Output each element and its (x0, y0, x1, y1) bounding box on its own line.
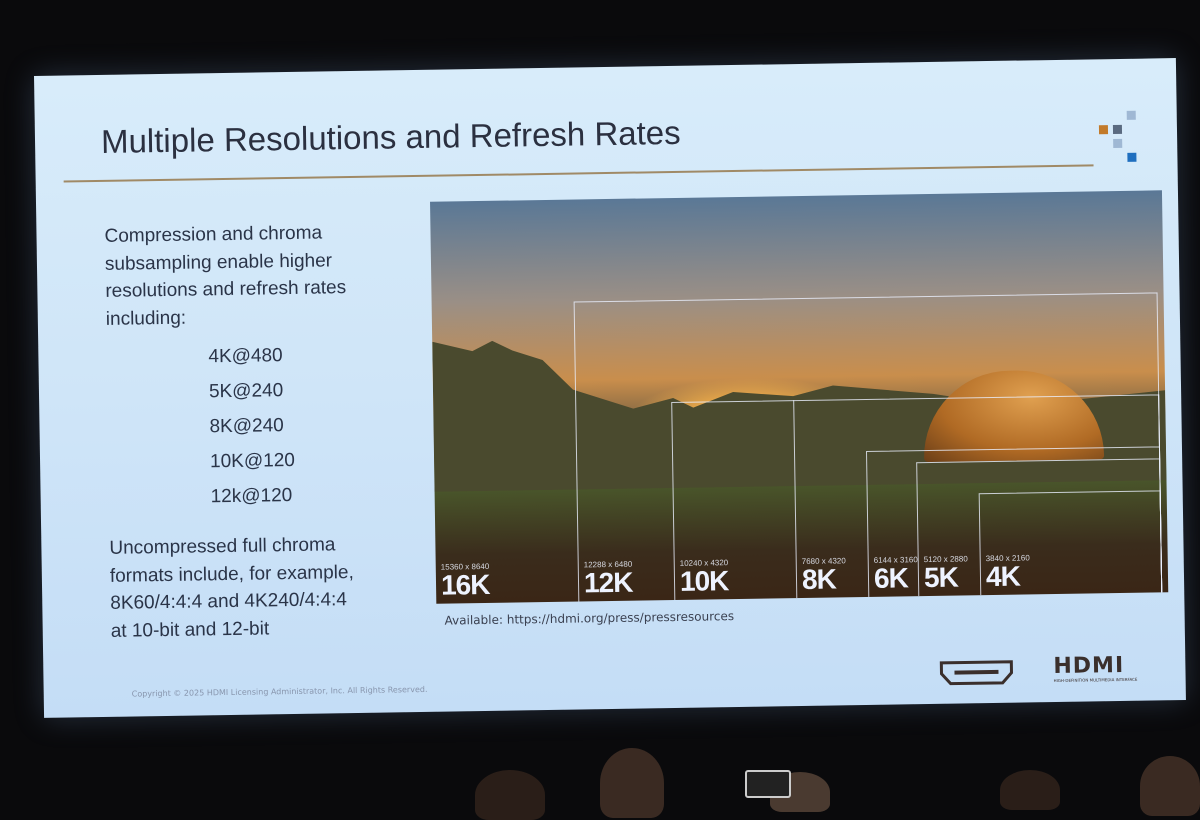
text-line: including: (105, 307, 187, 330)
text-line: Uncompressed full chroma (109, 534, 336, 559)
text-line: subsampling enable higher (104, 249, 333, 275)
rate-item: 8K@240 (209, 415, 284, 438)
rates-list: 4K@480 5K@240 8K@240 10K@120 12k@120 (208, 338, 296, 514)
rate-item: 4K@480 (208, 345, 283, 368)
source-link: Available: https://hdmi.org/press/pressr… (444, 609, 735, 628)
hdmi-tagline: HIGH-DEFINITION MULTIMEDIA INTERFACE (1053, 676, 1138, 684)
corner-decoration (34, 58, 1176, 162)
text-line: at 10-bit and 12-bit (110, 617, 270, 642)
rate-item: 5K@240 (208, 380, 284, 403)
resolution-comparison-photo: 15360 x 8640 16K 12288 x 6480 12K 10240 x … (430, 190, 1169, 604)
rate-item: 12k@120 (210, 484, 293, 508)
text-line: formats include, for example, (109, 561, 354, 587)
text-line: resolutions and refresh rates (105, 277, 347, 302)
phone-camera (745, 770, 791, 798)
hdmi-logo: HDMI (1053, 652, 1125, 680)
rate-item: 10K@120 (209, 449, 296, 473)
text-line: 8K60/4:4:4 and 4K240/4:4:4 (110, 589, 348, 614)
hdmi-connector-icon (939, 660, 1014, 686)
title-divider (63, 164, 1094, 183)
copyright: Copyright © 2025 HDMI Licensing Administ… (131, 684, 428, 699)
projected-slide: Multiple Resolutions and Refresh Rates C… (34, 58, 1186, 718)
text-line: Compression and chroma (104, 222, 323, 247)
uncompressed-text: Uncompressed full chroma formats include… (109, 531, 355, 645)
intro-text: Compression and chroma subsampling enabl… (104, 219, 346, 333)
res-box-4k: 3840 x 2160 4K (978, 490, 1163, 596)
slide-title: Multiple Resolutions and Refresh Rates (100, 113, 681, 160)
